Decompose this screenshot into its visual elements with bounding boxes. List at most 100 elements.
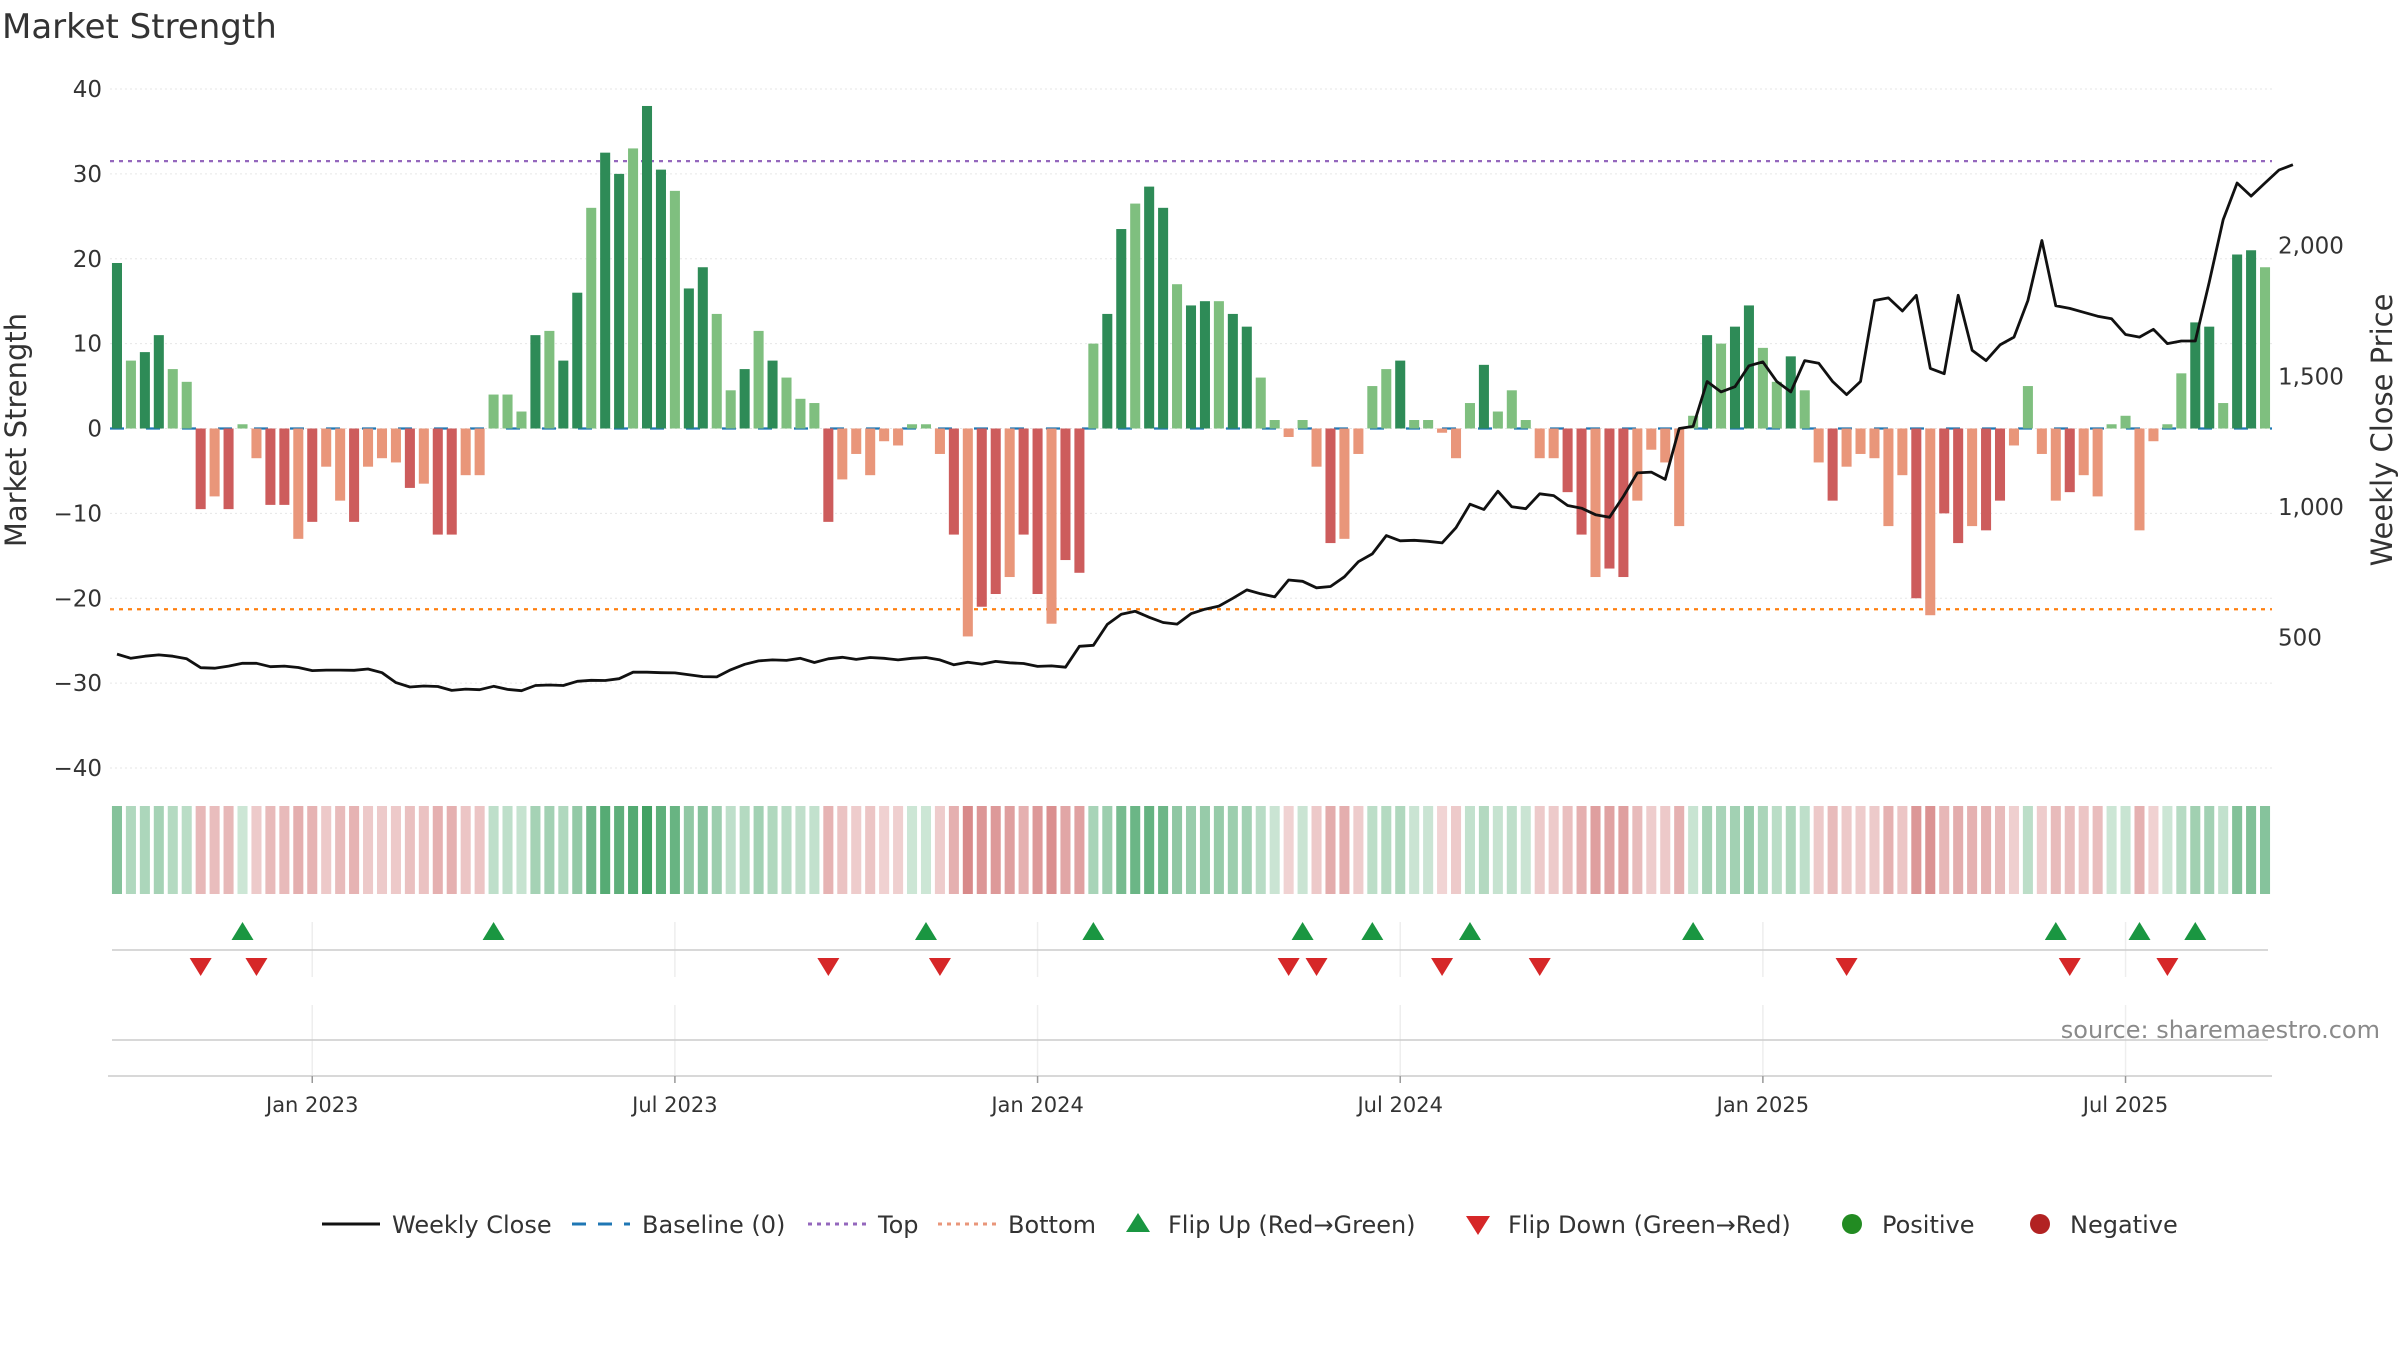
- heat-cell: [474, 806, 485, 894]
- flip-down-marker: [1305, 958, 1328, 976]
- heat-cell: [516, 806, 527, 894]
- strength-bar: [628, 148, 639, 429]
- heat-cell: [879, 806, 890, 894]
- heat-cell: [1688, 806, 1699, 894]
- heat-cell: [530, 806, 541, 894]
- strength-bar: [1060, 428, 1071, 561]
- legend-swatch: [1126, 1213, 1150, 1232]
- heat-cell: [1074, 806, 1085, 894]
- heat-cell: [1144, 806, 1155, 894]
- strength-bar: [934, 428, 945, 454]
- heat-cell: [2176, 806, 2187, 894]
- right-axis-ticks: 500 1,000 1,500 2,000: [2278, 234, 2344, 652]
- legend-item: Top: [808, 1211, 919, 1239]
- strength-bar: [697, 267, 708, 429]
- strength-bar: [655, 169, 666, 429]
- strength-bar: [600, 152, 611, 429]
- legend-item: Positive: [1842, 1211, 1975, 1239]
- flip-markers: [112, 922, 2268, 1075]
- heat-cell: [1716, 806, 1727, 894]
- strength-bar: [711, 313, 722, 429]
- heat-cell: [404, 806, 415, 894]
- strength-bar: [1172, 284, 1183, 429]
- strength-bar: [1897, 428, 1908, 476]
- heat-cell: [321, 806, 332, 894]
- strength-bar: [1088, 343, 1099, 429]
- strength-bar: [279, 428, 290, 505]
- strength-bar: [2260, 267, 2271, 429]
- left-tick-label: −10: [53, 501, 102, 527]
- heat-cell: [1423, 806, 1434, 894]
- heat-cell: [1520, 806, 1531, 894]
- strength-bar: [2176, 373, 2187, 429]
- strength-bar: [669, 190, 680, 429]
- strength-bar: [1576, 428, 1587, 535]
- heat-cell: [1576, 806, 1587, 894]
- legend-item: Flip Up (Red→Green): [1126, 1211, 1416, 1239]
- heat-cell: [363, 806, 374, 894]
- strength-bar: [865, 428, 876, 476]
- strength-bar: [2036, 428, 2047, 454]
- strength-bar: [139, 352, 150, 429]
- strength-bar: [1548, 428, 1559, 459]
- heat-cell: [153, 806, 164, 894]
- heat-cell: [1799, 806, 1810, 894]
- heat-cell: [1994, 806, 2006, 894]
- strength-bar: [111, 262, 122, 429]
- flip-down-marker: [817, 958, 840, 976]
- flip-down-marker: [2058, 958, 2081, 976]
- strength-bar: [962, 428, 973, 637]
- heat-cell: [237, 806, 248, 894]
- legend-item: Bottom: [938, 1211, 1096, 1239]
- heat-cell: [2162, 806, 2173, 894]
- strength-bar: [307, 428, 318, 522]
- heat-cell: [1743, 806, 1754, 894]
- heat-cell: [1785, 806, 1796, 894]
- flip-down-marker: [1431, 958, 1454, 976]
- heat-cell: [614, 806, 625, 894]
- strength-bar: [2092, 428, 2103, 497]
- heat-cell: [1116, 806, 1127, 894]
- heat-cell: [739, 806, 750, 894]
- strength-bar: [321, 428, 332, 467]
- heat-cell: [1939, 806, 1950, 894]
- heat-cell: [976, 806, 987, 894]
- heat-cell: [1437, 806, 1448, 894]
- strength-bar: [293, 428, 304, 539]
- flip-up-marker: [482, 922, 505, 940]
- strength-bar: [530, 335, 541, 429]
- left-tick-label: 0: [87, 417, 102, 443]
- heat-cell: [1464, 806, 1475, 894]
- heat-cell: [1590, 806, 1601, 894]
- flip-up-marker: [1682, 922, 1705, 940]
- strength-bar: [1241, 326, 1252, 429]
- heat-cell: [1088, 806, 1099, 894]
- heat-cell: [209, 806, 220, 894]
- strength-bar: [725, 390, 736, 429]
- legend-item: Weekly Close: [322, 1211, 552, 1239]
- heat-cell: [851, 806, 862, 894]
- heat-cell: [1158, 806, 1169, 894]
- strength-bar: [1562, 428, 1573, 493]
- heat-cell: [837, 806, 848, 894]
- heat-cell: [1841, 806, 1852, 894]
- heat-cell: [251, 806, 262, 894]
- heat-cell: [279, 806, 290, 894]
- heat-cell: [1953, 806, 1964, 894]
- strength-bar: [809, 403, 820, 429]
- flip-up-marker: [2128, 922, 2151, 940]
- strength-bar: [446, 428, 457, 535]
- legend-label: Flip Up (Red→Green): [1168, 1211, 1416, 1239]
- strength-bar: [614, 173, 625, 429]
- heat-cell: [1925, 806, 1936, 894]
- flip-up-marker: [2044, 922, 2067, 940]
- flip-down-marker: [1528, 958, 1551, 976]
- heat-cell: [1032, 806, 1043, 894]
- heat-cell: [1562, 806, 1573, 894]
- heat-cell: [2050, 806, 2061, 894]
- heat-cell: [390, 806, 401, 894]
- strength-bar: [1855, 428, 1866, 454]
- legend-label: Bottom: [1008, 1211, 1096, 1239]
- heat-cell: [1827, 806, 1838, 894]
- strength-bar: [1297, 420, 1308, 429]
